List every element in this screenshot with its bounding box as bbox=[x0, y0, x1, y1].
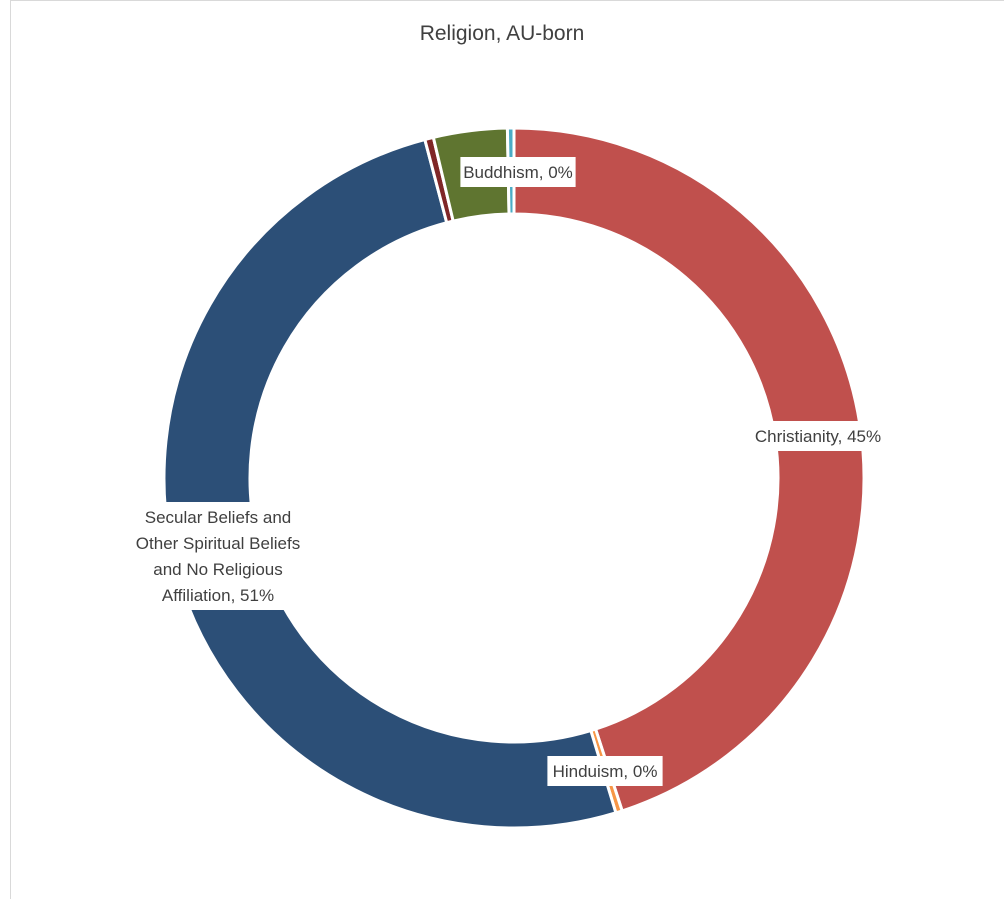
data-label-text: Other Spiritual Beliefs bbox=[136, 534, 300, 553]
data-label-text: Christianity, 45% bbox=[755, 427, 881, 446]
data-label-text: Buddhism, 0% bbox=[463, 163, 573, 182]
data-label-text: Hinduism, 0% bbox=[553, 762, 658, 781]
data-label-christianity: Christianity, 45% bbox=[738, 421, 898, 451]
data-label-bg bbox=[113, 502, 323, 610]
data-label-bg bbox=[547, 756, 663, 786]
data-label-bg bbox=[460, 157, 576, 187]
labels-group: Christianity, 45% Hinduism, 0% Secular Bel… bbox=[113, 157, 898, 786]
data-label-secular-beliefs-and-other-spiritual-beliefs-and-no-religious-affiliation: Secular Beliefs and Other Spiritual Belie… bbox=[113, 502, 323, 610]
data-label-text: Secular Beliefs and bbox=[145, 508, 291, 527]
slice-christianity bbox=[512, 126, 866, 813]
data-label-text: Affiliation, 51% bbox=[162, 586, 274, 605]
data-label-text: and No Religious bbox=[153, 560, 282, 579]
data-label-hinduism: Hinduism, 0% bbox=[547, 756, 663, 786]
data-label-bg bbox=[738, 421, 898, 451]
chart-title: Religion, AU-born bbox=[419, 22, 585, 45]
data-label-buddhism: Buddhism, 0% bbox=[460, 157, 576, 187]
slice-secular-beliefs-and-other-spiritual-beliefs-and-no-religious-affiliation bbox=[162, 137, 618, 830]
slices-group bbox=[162, 126, 866, 830]
